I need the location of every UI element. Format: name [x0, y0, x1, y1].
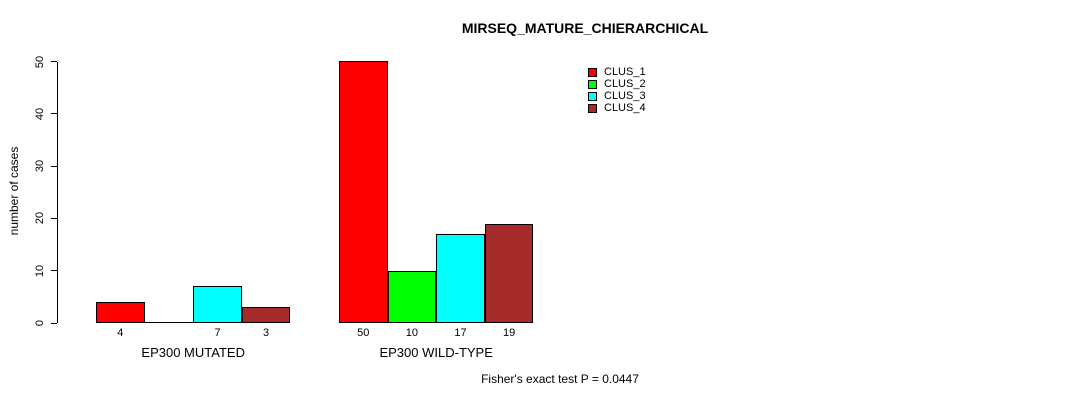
bar-value-label: 19 — [502, 327, 516, 339]
annotation-fisher-test: Fisher's exact test P = 0.0447 — [481, 372, 639, 386]
y-axis-tick — [51, 322, 57, 324]
legend-row: CLUS_2 — [588, 78, 646, 90]
legend-label: CLUS_2 — [604, 78, 646, 90]
bar-value-label: 7 — [214, 327, 221, 339]
y-axis-line — [57, 61, 58, 323]
bar-value-label: 50 — [357, 327, 370, 339]
bar-clus_3 — [193, 286, 242, 323]
y-axis-tick — [51, 270, 57, 272]
legend-swatch-icon — [588, 103, 597, 113]
y-axis-tick-label: 50 — [34, 55, 46, 68]
y-axis-tick — [51, 113, 57, 115]
bar-value-label: 4 — [117, 327, 124, 339]
group-label: EP300 WILD-TYPE — [379, 345, 493, 360]
bar-clus_1 — [96, 302, 145, 323]
legend-label: CLUS_4 — [604, 102, 646, 114]
y-axis-tick-label: 20 — [34, 212, 46, 225]
bar-clus_2 — [387, 271, 437, 323]
y-axis-tick — [51, 61, 57, 62]
y-axis-tick — [51, 165, 57, 167]
chart-title: MIRSEQ_MATURE_CHIERARCHICAL — [461, 20, 709, 36]
bar-clus_4 — [241, 307, 291, 323]
y-axis-tick-label: 10 — [34, 264, 46, 277]
bar-value-label: 10 — [405, 327, 419, 339]
legend-swatch-icon — [588, 91, 597, 101]
legend-label: CLUS_3 — [604, 90, 646, 102]
bar-value-label: 17 — [454, 327, 467, 339]
legend-swatch-icon — [588, 79, 597, 89]
bar-clus_4 — [484, 224, 534, 323]
legend-swatch-icon — [588, 67, 597, 77]
legend-row: CLUS_3 — [588, 90, 646, 102]
bar-clus_3 — [436, 234, 485, 323]
bar-value-label: 3 — [263, 327, 270, 339]
y-axis-tick-label: 0 — [34, 319, 46, 327]
group-label: EP300 MUTATED — [141, 345, 245, 360]
legend: CLUS_1 CLUS_2 CLUS_3 CLUS_4 — [588, 66, 646, 114]
bar-clus_2-zero — [144, 322, 194, 323]
y-axis-tick-label: 30 — [34, 159, 46, 173]
legend-row: CLUS_4 — [588, 102, 646, 114]
bar-clus_1 — [339, 61, 388, 323]
legend-label: CLUS_1 — [604, 66, 646, 78]
y-axis-tick — [51, 217, 57, 219]
legend-row: CLUS_1 — [588, 66, 646, 78]
y-axis-tick-label: 40 — [34, 107, 46, 120]
